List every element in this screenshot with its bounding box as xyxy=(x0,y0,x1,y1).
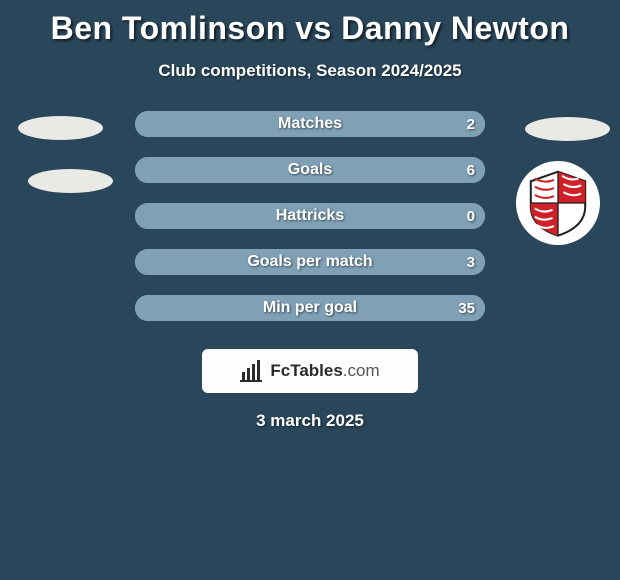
stat-bar-value: 3 xyxy=(467,249,475,275)
club-badge xyxy=(516,161,600,245)
right-oval-1 xyxy=(525,117,610,141)
stat-bar-value: 6 xyxy=(467,157,475,183)
vs-separator: vs xyxy=(286,10,341,46)
left-oval-1 xyxy=(18,116,103,140)
bar-chart-icon xyxy=(240,360,264,382)
stat-bars: Matches 2 Goals 6 Hattricks 0 Goals per … xyxy=(135,111,485,321)
stat-bar-value: 2 xyxy=(467,111,475,137)
stat-bar-matches: Matches 2 xyxy=(135,111,485,137)
stat-bar-value: 35 xyxy=(458,295,475,321)
source-logo-text: FcTables.com xyxy=(270,361,379,381)
stat-bar-value: 0 xyxy=(467,203,475,229)
page-title: Ben Tomlinson vs Danny Newton xyxy=(0,0,620,47)
stat-bar-hattricks: Hattricks 0 xyxy=(135,203,485,229)
stat-bar-min-per-goal: Min per goal 35 xyxy=(135,295,485,321)
stat-bar-label: Matches xyxy=(135,111,485,137)
stat-bar-label: Hattricks xyxy=(135,203,485,229)
comparison-stage: Matches 2 Goals 6 Hattricks 0 Goals per … xyxy=(0,111,620,321)
stat-bar-goals-per-match: Goals per match 3 xyxy=(135,249,485,275)
stat-bar-label: Goals xyxy=(135,157,485,183)
player1-name: Ben Tomlinson xyxy=(51,10,286,46)
snapshot-date: 3 march 2025 xyxy=(0,411,620,431)
stat-bar-label: Min per goal xyxy=(135,295,485,321)
player2-name: Danny Newton xyxy=(341,10,569,46)
club-badge-icon xyxy=(524,169,592,237)
source-logo-suffix: .com xyxy=(343,361,380,380)
subtitle: Club competitions, Season 2024/2025 xyxy=(0,61,620,81)
stat-bar-label: Goals per match xyxy=(135,249,485,275)
left-oval-2 xyxy=(28,169,113,193)
source-logo-strong: FcTables xyxy=(270,361,342,380)
stat-bar-goals: Goals 6 xyxy=(135,157,485,183)
source-logo-box: FcTables.com xyxy=(202,349,418,393)
